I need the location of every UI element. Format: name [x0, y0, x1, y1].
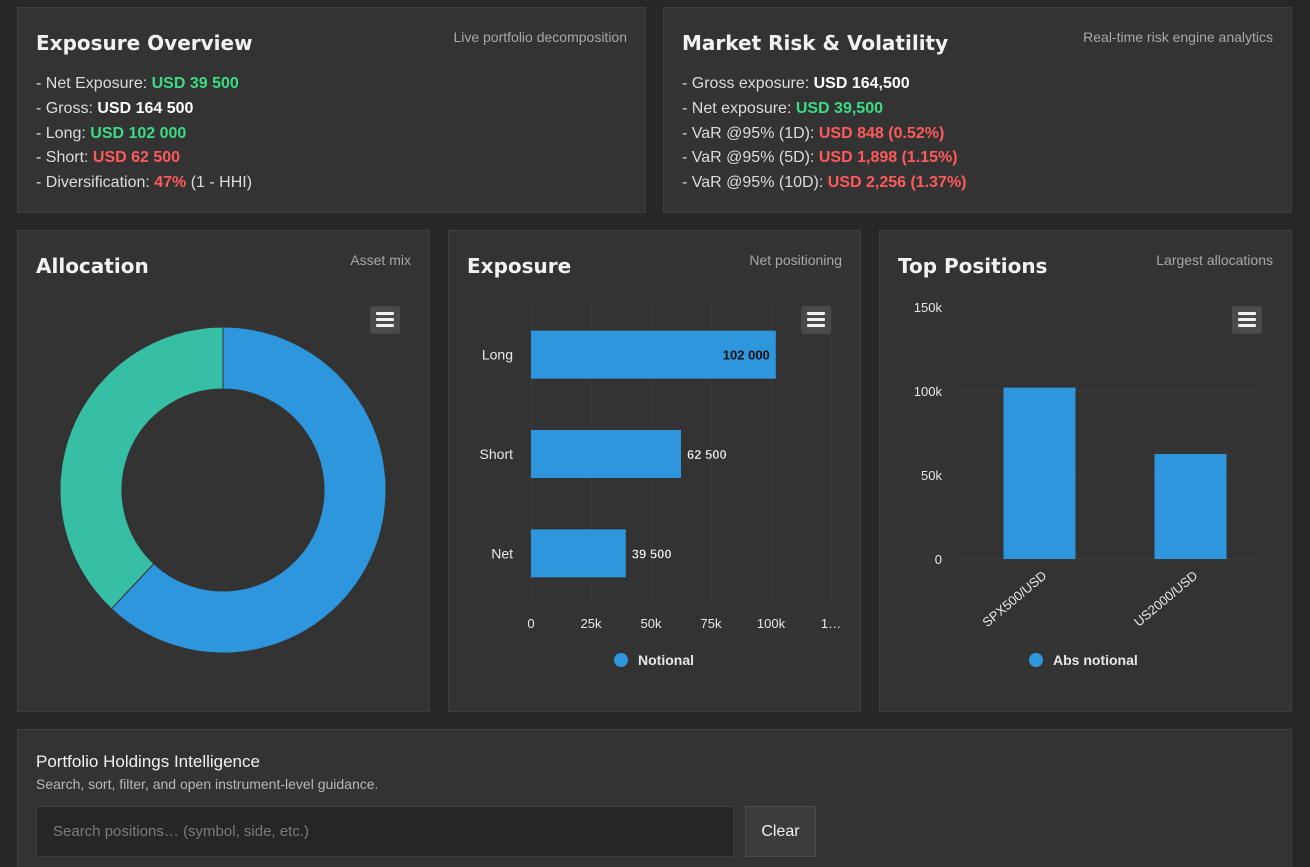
top-positions-card: Top Positions Largest allocations 0 50k 10… [879, 230, 1292, 712]
bar-data-label: 39 500 [632, 546, 672, 561]
var-10d-value: USD 2,256 (1.37%) [827, 174, 967, 192]
line-label: - Gross exposure: [682, 75, 814, 92]
var-5d-line: - VaR @95% (5D): USD 1,898 (1.15%) [682, 146, 967, 171]
diversification-line: - Diversification: 47% (1 - HHI) [36, 171, 252, 196]
long-value: USD 102 000 [90, 124, 187, 142]
net-exposure-value: USD 39,500 [795, 99, 883, 117]
y-tick-label: 150k [914, 300, 943, 315]
top-positions-bar-chart: 0 50k 100k 150k SPX500/USD US2000/USD [914, 300, 1262, 630]
market-risk-card: Market Risk & Volatility Real-time risk … [663, 7, 1292, 213]
legend-label: Notional [638, 652, 694, 668]
line-label: - Short: [36, 149, 93, 167]
market-risk-subtitle: Real-time risk engine analytics [1083, 29, 1273, 45]
category-label: US2000/USD [1131, 568, 1200, 630]
x-tick-label: 75k [701, 616, 722, 631]
top-positions-legend[interactable]: Abs notional [1029, 652, 1138, 668]
exposure-overview-lines: - Net Exposure: USD 39 500 - Gross: USD … [36, 72, 252, 196]
legend-dot [1029, 653, 1043, 667]
line-label: - Net exposure: [682, 99, 796, 117]
allocation-card: Allocation Asset mix [17, 230, 430, 712]
legend-dot [614, 653, 628, 667]
line-label: - VaR @95% (1D): [682, 124, 819, 142]
net-exposure-value: USD 39 500 [151, 75, 239, 92]
line-label: - Gross: [36, 99, 98, 117]
short-line: - Short: USD 62 500 [36, 146, 252, 171]
line-label: - VaR @95% (10D): [682, 174, 828, 192]
x-tick-label: 25k [581, 616, 602, 631]
line-label: - Net Exposure: [36, 75, 152, 92]
position-bar-0[interactable] [1003, 387, 1076, 559]
holdings-title: Portfolio Holdings Intelligence [36, 752, 260, 771]
diversification-value: 47% [154, 174, 187, 192]
market-risk-lines: - Gross exposure: USD 164,500 - Net expo… [682, 72, 967, 196]
exposure-overview-subtitle: Live portfolio decomposition [453, 29, 627, 45]
category-label: Short [480, 446, 514, 462]
exposure-bar-net[interactable] [531, 529, 626, 578]
var-1d-value: USD 848 (0.52%) [818, 124, 945, 142]
net-exposure-line: - Net Exposure: USD 39 500 [36, 72, 252, 97]
x-tick-label: 50k [641, 616, 662, 631]
exposure-overview-card: Exposure Overview Live portfolio decompo… [17, 7, 646, 213]
exposure-chart-subtitle: Net positioning [749, 252, 842, 268]
y-tick-label: 0 [935, 552, 942, 567]
holdings-subtitle: Search, sort, filter, and open instrumen… [36, 776, 379, 792]
line-label: - VaR @95% (5D): [682, 149, 819, 167]
exposure-bar-long[interactable] [531, 330, 776, 379]
bar-data-label: 102 000 [723, 348, 770, 363]
x-tick-label: 1… [821, 616, 841, 631]
search-input[interactable] [36, 806, 734, 857]
hamburger-menu-icon[interactable] [1232, 306, 1262, 334]
exposure-bar-chart: 0 25k 50k 75k 100k 1… Long 102 000 Short 62 500 Ne… [480, 303, 841, 631]
var-1d-line: - VaR @95% (1D): USD 848 (0.52%) [682, 122, 967, 147]
donut-slice-1[interactable] [59, 326, 224, 610]
line-label: - Long: [36, 124, 91, 142]
allocation-subtitle: Asset mix [350, 252, 411, 268]
var-5d-value: USD 1,898 (1.15%) [818, 149, 958, 167]
y-tick-label: 100k [914, 384, 943, 399]
short-value: USD 62 500 [92, 149, 181, 167]
line-label: - Diversification: [36, 174, 155, 192]
clear-button[interactable]: Clear [745, 806, 816, 857]
bar-data-label: 62 500 [687, 447, 727, 462]
x-tick-label: 0 [527, 616, 534, 631]
top-positions-subtitle: Largest allocations [1156, 252, 1273, 268]
category-label: SPX500/USD [979, 568, 1049, 630]
holdings-card: Portfolio Holdings Intelligence Search, … [17, 729, 1292, 867]
legend-label: Abs notional [1053, 652, 1138, 668]
net-exposure-line: - Net exposure: USD 39,500 [682, 97, 967, 122]
diversification-suffix: (1 - HHI) [186, 174, 253, 192]
allocation-title: Allocation [36, 254, 149, 278]
gross-exposure-line: - Gross exposure: USD 164,500 [682, 72, 967, 97]
gross-value: USD 164 500 [97, 99, 194, 117]
allocation-donut-chart [59, 326, 387, 654]
exposure-bar-short[interactable] [531, 430, 681, 478]
top-positions-title: Top Positions [898, 254, 1048, 278]
y-tick-label: 50k [921, 468, 942, 483]
long-line: - Long: USD 102 000 [36, 122, 252, 147]
x-tick-label: 100k [757, 616, 786, 631]
hamburger-menu-icon[interactable] [801, 306, 831, 334]
exposure-chart-card: Exposure Net positioning 0 25k 50k 75k 100k 1… [448, 230, 861, 712]
exposure-overview-title: Exposure Overview [36, 31, 253, 55]
hamburger-menu-icon[interactable] [370, 306, 400, 334]
donut-slice-0[interactable] [110, 326, 387, 654]
category-label: Long [482, 347, 513, 363]
position-bar-1[interactable] [1154, 454, 1227, 559]
market-risk-title: Market Risk & Volatility [682, 31, 949, 55]
gross-line: - Gross: USD 164 500 [36, 97, 252, 122]
category-label: Net [491, 545, 513, 561]
var-10d-line: - VaR @95% (10D): USD 2,256 (1.37%) [682, 171, 967, 196]
exposure-chart-title: Exposure [467, 254, 572, 278]
exposure-legend[interactable]: Notional [614, 652, 694, 668]
gross-exposure-value: USD 164,500 [813, 75, 910, 92]
